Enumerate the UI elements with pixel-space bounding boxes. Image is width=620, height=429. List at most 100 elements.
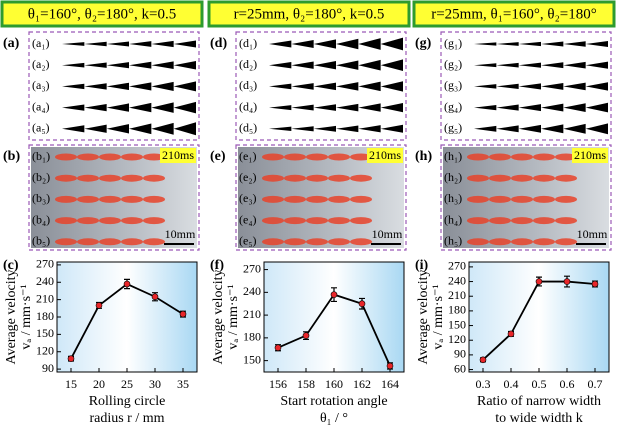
item-label: (d₁) <box>239 36 257 50</box>
streak <box>533 195 555 203</box>
needle-segment <box>269 40 292 48</box>
needle-segment <box>106 82 129 91</box>
needle-segment <box>380 124 403 133</box>
needle-segment <box>173 40 196 48</box>
needle-segment <box>106 41 129 47</box>
needle-segment <box>518 83 541 90</box>
streak <box>306 195 328 203</box>
header-box <box>0 0 204 28</box>
streak <box>306 217 328 225</box>
y-tick-label: 270 <box>243 261 261 275</box>
needle-segment <box>336 82 359 91</box>
item-label: (b₃) <box>32 191 50 205</box>
item-label: (d₃) <box>239 78 257 92</box>
streak <box>328 195 350 203</box>
marker <box>386 362 394 370</box>
streak <box>467 174 489 182</box>
streak <box>350 195 372 203</box>
streak <box>350 174 372 182</box>
panel-frame <box>440 31 612 141</box>
streak <box>555 174 577 182</box>
needle-segment <box>129 82 152 91</box>
streak <box>143 217 165 225</box>
item-label: (h₁) <box>444 149 462 163</box>
needle-segment <box>541 82 564 90</box>
needle-segment <box>518 62 541 68</box>
needle-segment <box>62 104 85 111</box>
y-axis-title: vₐ / mm·s⁻¹ <box>431 284 446 349</box>
x-axis-title: Rolling circle <box>89 394 166 409</box>
panel-label: (f) <box>210 258 224 273</box>
y-tick-label: 210 <box>243 307 261 321</box>
streak <box>350 238 372 246</box>
time-label: 210ms <box>369 148 401 162</box>
needle-segment <box>62 42 85 46</box>
needle-segment <box>336 38 359 50</box>
needle-segment <box>496 125 519 133</box>
panel-label: (e) <box>210 149 226 164</box>
x-tick-label: 164 <box>381 377 399 391</box>
x-axis-title: radius r / mm <box>89 411 164 426</box>
needle-segment <box>173 101 196 114</box>
needle-segment <box>474 42 497 46</box>
x-tick-label: 30 <box>149 377 161 391</box>
streak <box>284 153 306 161</box>
needle-segment <box>541 62 564 69</box>
needle-segment <box>151 81 174 91</box>
needle-segment <box>496 62 519 68</box>
needle-segment <box>541 41 564 47</box>
item-label: (b₄) <box>32 212 50 226</box>
marker <box>535 278 543 285</box>
plot-background <box>56 261 198 373</box>
needle-segment <box>585 82 608 91</box>
needle-segment <box>291 126 314 132</box>
item-label: (a₂) <box>32 57 50 71</box>
y-tick-label: 240 <box>448 273 466 287</box>
streak <box>55 238 77 246</box>
needle-segment <box>380 103 403 113</box>
y-tick-label: 120 <box>36 343 54 357</box>
marker <box>479 356 487 364</box>
item-label: (h₃) <box>444 191 462 205</box>
y-tick-label: 180 <box>448 303 466 317</box>
item-label: (g₂) <box>444 57 462 71</box>
streak <box>467 238 489 246</box>
streak <box>143 238 165 246</box>
needle-segment <box>518 41 541 47</box>
streak <box>533 174 555 182</box>
needle-segment <box>518 104 541 112</box>
item-label: (d₅) <box>239 121 257 135</box>
streak <box>284 217 306 225</box>
needle-segment <box>380 37 403 51</box>
streak <box>467 195 489 203</box>
streak <box>306 174 328 182</box>
needle-segment <box>313 104 336 111</box>
streak <box>489 195 511 203</box>
marker <box>67 355 75 362</box>
item-label: (e₃) <box>239 191 257 205</box>
panel-label: (i) <box>415 258 429 273</box>
needle-segment <box>313 39 336 49</box>
x-tick-label: 25 <box>121 377 133 391</box>
needle-segment <box>313 125 336 132</box>
streak <box>55 217 77 225</box>
needle-segment <box>62 125 85 133</box>
item-label: (e₁) <box>239 149 257 163</box>
y-tick-label: 240 <box>36 274 54 288</box>
marker <box>95 302 103 309</box>
needle-segment <box>563 41 586 47</box>
y-tick-label: 240 <box>243 284 261 298</box>
needle-segment <box>358 81 381 92</box>
needle-segment <box>496 104 519 111</box>
item-label: (g₅) <box>444 121 462 135</box>
panel-frame <box>235 144 407 251</box>
y-tick-label: 90 <box>42 361 54 375</box>
y-tick-label: 150 <box>448 317 466 331</box>
x-tick-label: 0.3 <box>476 377 491 391</box>
item-label: (a₁) <box>32 36 50 50</box>
item-label: (h₄) <box>444 212 462 226</box>
streak <box>511 195 533 203</box>
header-box <box>412 0 616 28</box>
y-tick-label: 90 <box>454 347 466 361</box>
needle-segment <box>496 83 519 90</box>
